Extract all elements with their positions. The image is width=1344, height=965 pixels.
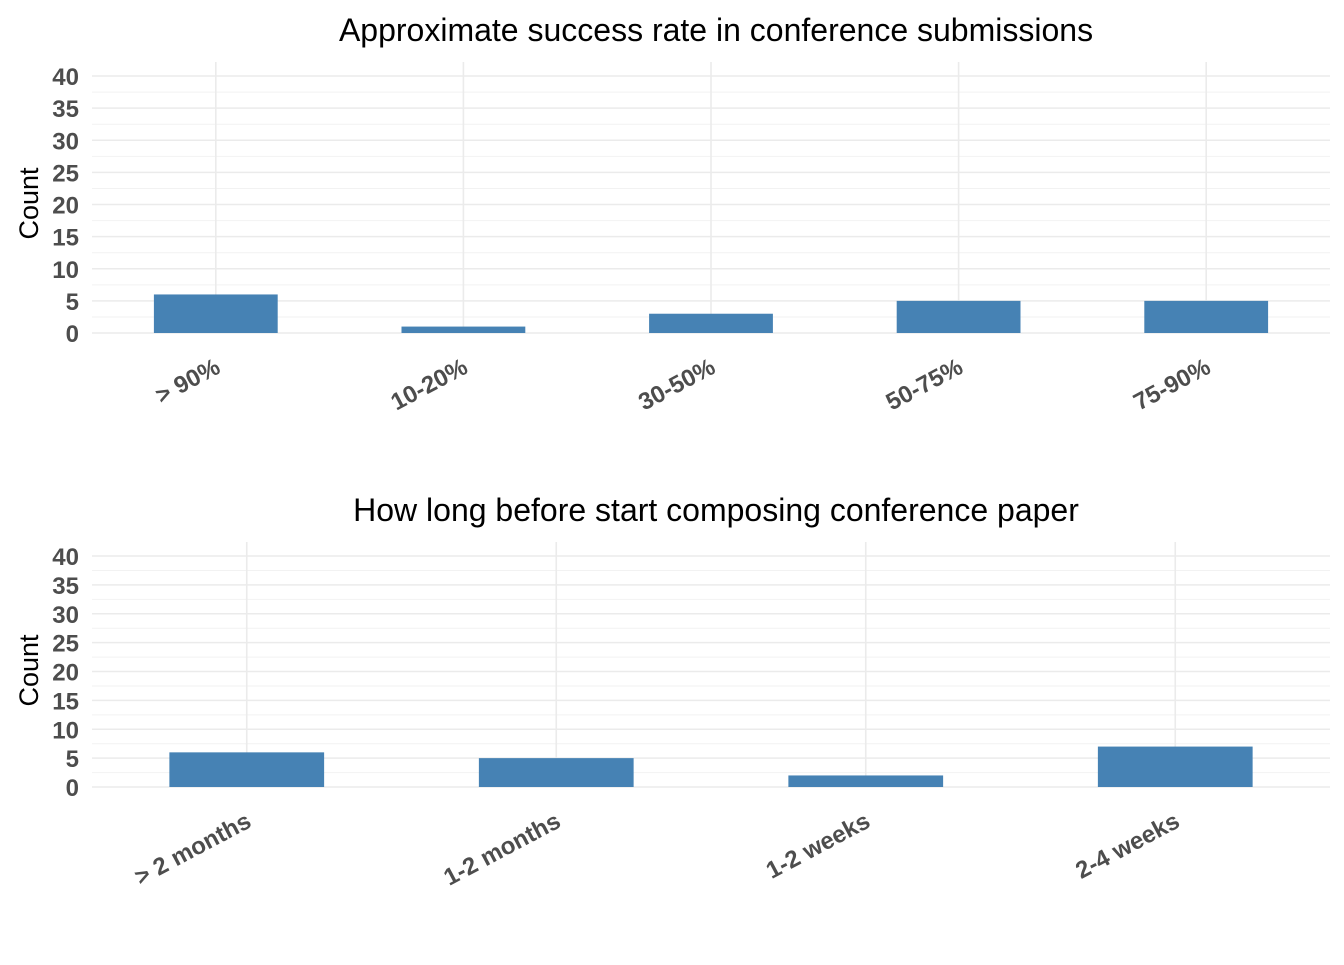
y-tick-label: 40 [52, 64, 79, 91]
y-tick-label: 25 [52, 631, 79, 658]
bar-4 [1097, 746, 1253, 787]
y-tick-label: 35 [52, 96, 79, 123]
y-tick-label: 40 [52, 544, 79, 571]
y-tick-label: 30 [52, 128, 79, 155]
chart-title: How long before start composing conferen… [353, 492, 1079, 528]
x-tick-label: 75-90% [1129, 353, 1215, 416]
y-tick-label: 30 [52, 602, 79, 629]
y-tick-label: 25 [52, 160, 79, 187]
x-tick-label: 2-4 weeks [1071, 807, 1184, 884]
y-tick-label: 5 [66, 746, 79, 773]
y-tick-label: 5 [66, 289, 79, 316]
y-tick-label: 35 [52, 573, 79, 600]
bar-3 [788, 775, 944, 787]
y-tick-label: 20 [52, 660, 79, 687]
bar-2 [478, 758, 634, 787]
y-axis-label: Count [14, 634, 44, 707]
chart-title: Approximate success rate in conference s… [339, 12, 1093, 48]
y-tick-label: 10 [52, 717, 79, 744]
bar-1 [169, 752, 325, 787]
y-tick-label: 0 [66, 321, 79, 348]
y-axis-label: Count [14, 167, 44, 240]
bar-4 [896, 300, 1021, 333]
y-tick-label: 10 [52, 257, 79, 284]
x-tick-label: 50-75% [882, 353, 968, 416]
x-tick-label: 30-50% [634, 353, 720, 416]
chart-panel-1: 0 5 10 15 20 25 30 35 40 > 90% 10-20% 30-50% 50-75% 7… [14, 12, 1330, 416]
x-tick-label: > 90% [151, 353, 224, 409]
bar-2 [401, 326, 526, 333]
x-tick-label: 1-2 weeks [762, 807, 875, 884]
bar-5 [1144, 300, 1269, 333]
bar-1 [153, 294, 278, 333]
x-tick-label: 10-20% [386, 353, 472, 416]
bar-3 [649, 313, 773, 333]
x-tick-label: 1-2 months [439, 807, 565, 891]
y-tick-label: 0 [66, 775, 79, 802]
x-tick-label: > 2 months [130, 807, 255, 891]
y-tick-label: 15 [52, 225, 79, 252]
y-tick-label: 20 [52, 193, 79, 220]
y-tick-label: 15 [52, 688, 79, 715]
